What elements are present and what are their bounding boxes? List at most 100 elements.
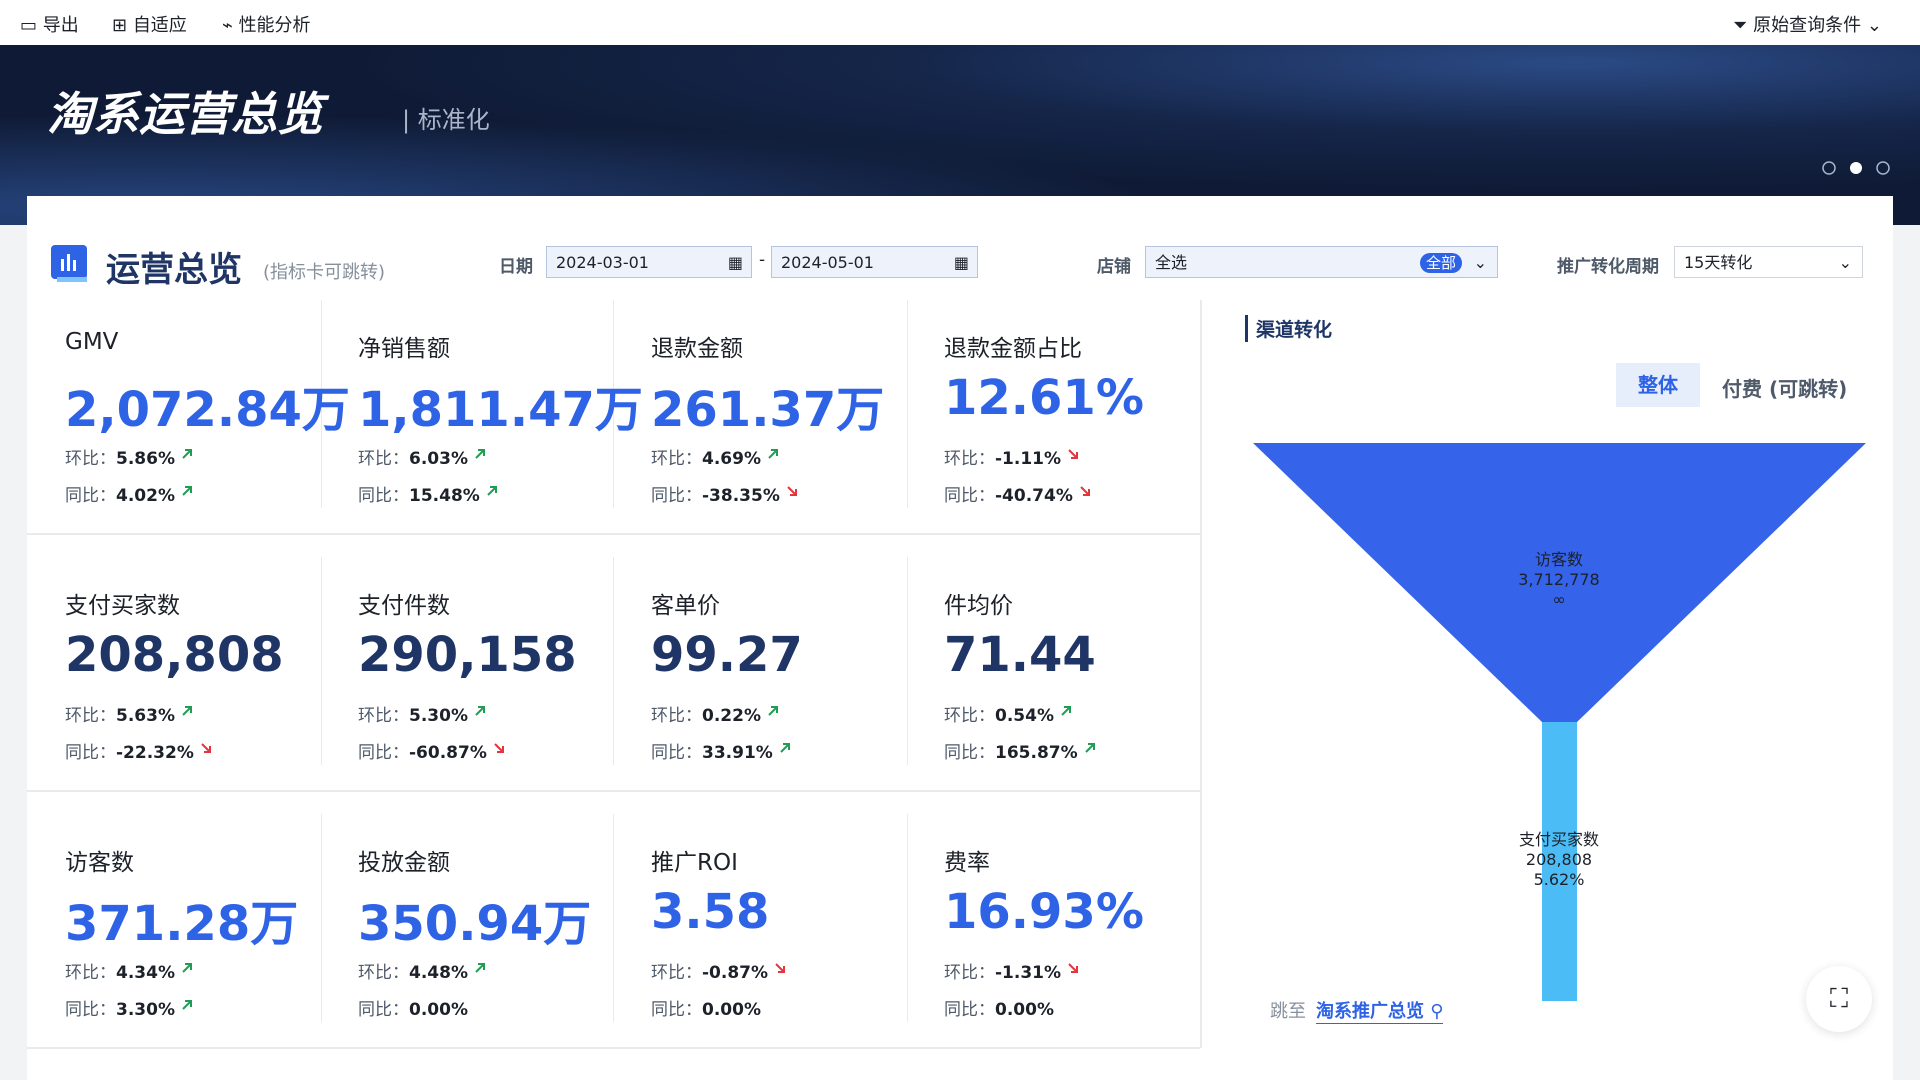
kpi-yoy: 同比：-22.32% [65,738,194,763]
col-divider [613,814,614,1022]
section-icon [51,245,87,282]
kpi-value: 1,811.47万 [358,382,643,438]
label: 同比： [651,486,702,506]
label: 环比： [944,706,995,726]
date-label: 日期 [499,257,533,277]
arrow-down [1080,486,1090,496]
toolbar [0,0,1920,45]
change: 33.91% [702,743,773,763]
arrow-down [1068,449,1079,459]
funnel [1253,443,1866,1001]
arrow-up [182,449,192,459]
dot[interactable] [1822,161,1836,175]
period-select[interactable]: 15天转化 ⌄ [1674,246,1863,278]
label: 同比： [65,743,116,763]
query-button[interactable]: ⏷ 原始查询条件 ⌄ [1733,15,1882,36]
label: 同比： [65,1000,116,1020]
tab[interactable]: 付费 (可跳转) [1722,377,1848,401]
kpi-card[interactable]: 支付件数 290,158 环比：5.30% 同比：-60.87% [358,557,638,763]
change: 0.22% [702,706,761,726]
stage-label: 访客数 3,712,778 ∞ [1459,550,1659,610]
row-divider [27,1047,1200,1049]
kpi-value: 12.61% [944,370,1144,426]
change: -1.31% [995,963,1062,983]
row-divider [27,533,1200,535]
kpi-card[interactable]: 访客数 371.28万 环比：4.34% 同比：3.30% [65,814,345,1020]
kpi-card[interactable]: 件均价 71.44 环比：0.54% 同比：165.87% [944,557,1224,763]
kpi-yoy: 同比：3.30% [65,995,175,1020]
kpi-card[interactable]: 支付买家数 208,808 环比：5.63% 同比：-22.32% [65,557,345,763]
dot[interactable] [1876,161,1890,175]
change: 0.54% [995,706,1054,726]
col-divider [907,557,908,765]
change: 0.00% [995,1000,1054,1020]
col-divider [321,814,322,1022]
funnel-stage [1253,443,1866,722]
label: 原始查询条件 [1753,15,1862,36]
kpi-card[interactable]: 净销售额 1,811.47万环比：6.03% 同比：15.48% [358,300,643,506]
label: 同比： [944,1000,995,1020]
tab-active[interactable]: 整体 [1616,363,1700,407]
kpi-card[interactable]: 投放金额 350.94万 环比：4.48% 同比：0.00% [358,814,638,1020]
kpi-value: 350.94万 [358,896,592,952]
shop-select[interactable]: 全选 全部 ⌄ [1145,246,1498,278]
stage-label: 支付买家数 208,808 5.62% [1459,830,1659,890]
col-divider [321,557,322,765]
kpi-mom: 环比：5.86% [65,444,175,469]
date-end[interactable]: 2024-05-01 ▦ [771,246,978,278]
stage-value: 3,712,778 [1518,570,1600,589]
kpi-card[interactable]: 推广ROI 3.58 环比：-0.87% 同比：0.00% [651,814,931,1020]
arrow-up [182,963,192,973]
label: 环比： [358,449,409,469]
kpi-name: GMV [65,329,119,355]
kpi-mom: 环比：-0.87% [651,958,768,983]
kpi-card[interactable]: 客单价 99.27 环比：0.22% 同比：33.91% [651,557,931,763]
arrow-up [768,706,778,716]
kpi-name: 净销售额 [358,336,450,362]
date-start[interactable]: 2024-03-01 ▦ [546,246,752,278]
fullscreen-button[interactable]: ⛶ [1806,966,1872,1032]
kpi-mom: 环比：0.22% [651,701,761,726]
kpi-mom: 环比：4.48% [358,958,468,983]
label: 环比： [358,963,409,983]
kpi-mom: 环比：6.03% [358,444,468,469]
label: 环比： [358,706,409,726]
kpi-yoy: 同比：165.87% [944,738,1078,763]
kpi-value: 3.58 [651,884,770,940]
change: 4.34% [116,963,175,983]
section-title: 运营总览 [106,250,242,290]
kpi-yoy: 同比：15.48% [358,481,480,506]
change: 6.03% [409,449,468,469]
value: 2024-03-01 [556,253,649,272]
perf-button[interactable]: ⌁ 性能分析 [222,15,311,36]
kpi-yoy: 同比：0.00% [944,995,1054,1020]
arrow-up [475,963,485,973]
change: -38.35% [702,486,780,506]
kpi-card[interactable]: 费率 16.93% 环比：-1.31% 同比：0.00% [944,814,1224,1020]
stage-rate: ∞ [1552,590,1566,609]
kpi-mom: 环比：-1.31% [944,958,1061,983]
kpi-yoy: 同比：-40.74% [944,481,1073,506]
kpi-mom: 环比：5.30% [358,701,468,726]
dot[interactable] [1850,162,1862,174]
arrow-down [787,486,797,496]
change: -40.74% [995,486,1073,506]
export-button[interactable]: ▭ 导出 [20,15,79,36]
label: 同比： [65,486,116,506]
change: 0.00% [409,1000,468,1020]
kpi-card[interactable]: 退款金额 261.37万 环比：4.69% 同比：-38.35% [651,300,931,506]
col-divider [907,814,908,1022]
adaptive-button[interactable]: ⊞ 自适应 [112,15,187,36]
banner-title: 淘系运营总览 [47,87,323,141]
link[interactable]: 淘系推广总览 ⚲ [1316,997,1444,1024]
arrow-up [475,706,485,716]
arrow-up [475,449,485,459]
arrow-up [1084,743,1095,753]
kpi-value: 261.37万 [651,382,885,438]
change: 4.69% [702,449,761,469]
date-sep: - [759,250,766,270]
kpi-card[interactable]: 退款金额占比 12.61% 环比：-1.11% 同比：-40.74% [944,300,1224,506]
label: 环比： [944,963,995,983]
kpi-card[interactable]: GMV 2,072.84万 环比：5.86% 同比：4.02% [65,300,350,506]
